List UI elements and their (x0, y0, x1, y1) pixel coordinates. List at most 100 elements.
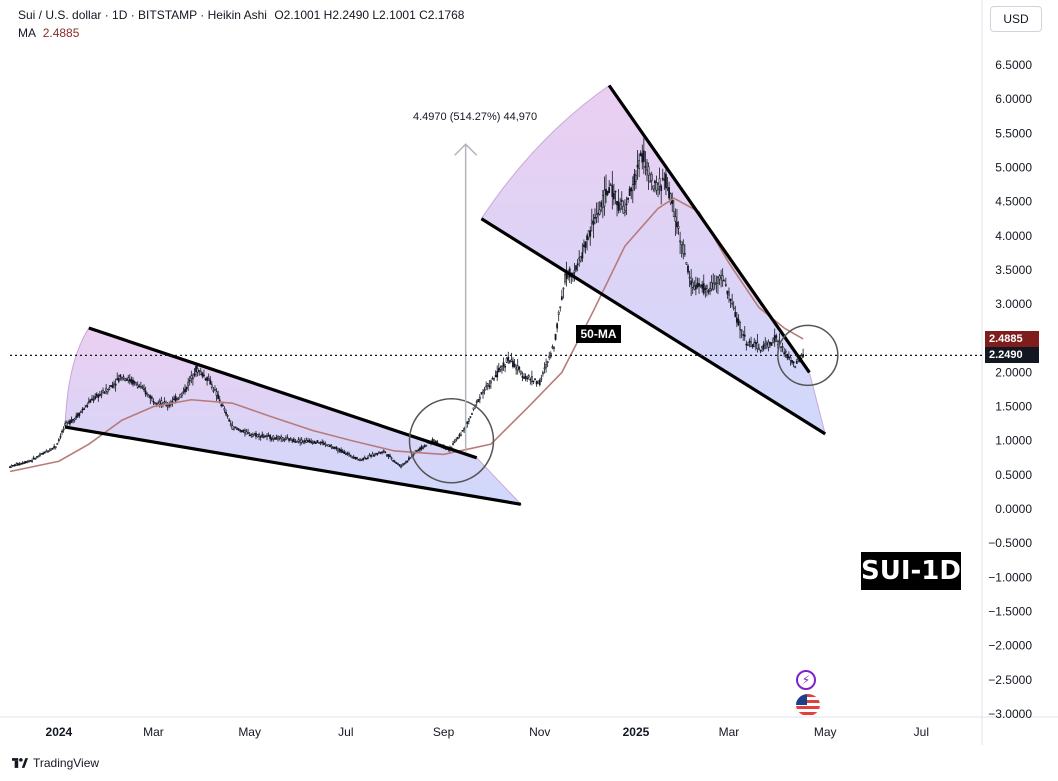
candle-body (720, 275, 723, 279)
candle-body (683, 253, 686, 255)
candle-body (207, 378, 210, 381)
candle-body (143, 388, 145, 391)
ma-legend[interactable]: MA 2.4885 (18, 26, 79, 40)
currency-button[interactable]: USD (990, 6, 1042, 32)
candle-body (769, 342, 771, 345)
candle-body (327, 444, 330, 447)
candle-body (125, 379, 128, 381)
candle-body (660, 185, 663, 191)
symbol-header[interactable]: Sui / U.S. dollar · 1D · BITSTAMP · Heik… (18, 8, 464, 22)
x-tick-label: Mar (719, 725, 740, 739)
candle-body (294, 441, 297, 443)
candle-body (166, 405, 169, 408)
candle-body (715, 281, 718, 284)
candle-body (292, 438, 295, 443)
tradingview-footer[interactable]: TradingView (12, 756, 99, 770)
candle-body (244, 429, 246, 434)
symbol-line: Sui / U.S. dollar · 1D · BITSTAMP · Heik… (18, 8, 267, 22)
y-tick-label: 4.0000 (995, 229, 1032, 243)
candle-body (685, 262, 688, 265)
lightning-icon[interactable]: ⚡ (796, 670, 816, 690)
candle-body (185, 386, 188, 390)
candle-body (409, 457, 412, 459)
candle-body (676, 221, 678, 228)
y-tick-label: −3.0000 (988, 707, 1032, 721)
candle-body (756, 342, 759, 349)
measure-label: 4.4970 (514.27%) 44,970 (413, 111, 538, 123)
candle-body (581, 252, 584, 259)
candle-body (302, 440, 305, 443)
candle-body (322, 442, 325, 445)
candle-body (516, 365, 519, 371)
candle-body (378, 451, 380, 454)
candle-body (486, 383, 489, 386)
candle-body (622, 205, 625, 214)
candle-body (40, 453, 43, 455)
candle-body (231, 425, 234, 430)
candle-body (401, 463, 404, 467)
candle-body (710, 282, 713, 290)
candle-body (53, 446, 56, 448)
candle-body (379, 451, 382, 454)
candle-body (530, 376, 533, 383)
us-flag-icon[interactable] (796, 694, 820, 716)
candle-body (556, 323, 559, 329)
candle-body (127, 377, 130, 381)
candle-body (15, 463, 18, 466)
candle-body (365, 457, 368, 460)
candle-body (505, 357, 508, 363)
candle-body (762, 344, 765, 350)
x-tick-label: Nov (529, 725, 550, 739)
candle-body (321, 441, 324, 444)
candle-body (135, 382, 138, 385)
candle-body (529, 378, 532, 381)
candle-body (616, 200, 618, 206)
wedge-2024-fill (64, 327, 523, 506)
candle-body (494, 375, 497, 378)
candle-body (619, 204, 622, 210)
candle-body (371, 453, 374, 457)
candle-body (508, 360, 511, 363)
y-tick-label: 5.0000 (995, 160, 1032, 174)
candle-body (180, 393, 183, 397)
candle-body (513, 363, 516, 367)
candle-body (299, 440, 302, 443)
candle-body (601, 195, 604, 209)
candle-body (578, 257, 581, 260)
candle-body (674, 216, 677, 222)
candle-body (70, 419, 73, 423)
candle-body (266, 435, 268, 437)
candle-body (573, 270, 576, 273)
candle-body (217, 394, 220, 400)
candle-body (737, 318, 740, 326)
candle-body (51, 447, 54, 450)
candle-body (37, 455, 40, 458)
candle-body (146, 392, 149, 395)
candle-body (595, 214, 598, 218)
candle-body (665, 173, 667, 188)
candle-body (157, 402, 160, 405)
candle-body (270, 438, 273, 441)
candle-body (501, 366, 503, 371)
candle-body (346, 452, 349, 455)
candle-body (672, 211, 675, 217)
candle-body (94, 396, 97, 400)
candle-body (611, 185, 614, 197)
candle-body (717, 276, 719, 284)
candle-body (355, 457, 358, 460)
candle-body (456, 436, 459, 440)
candle-body (586, 235, 588, 240)
candle-body (330, 445, 333, 448)
candle-body (10, 465, 13, 468)
candle-body (184, 388, 186, 393)
candle-body (239, 429, 242, 432)
candle-body (631, 184, 634, 191)
candle-body (31, 460, 33, 462)
candle-body (188, 379, 191, 382)
candle-body (590, 220, 593, 224)
candle-body (341, 450, 344, 453)
candle-body (504, 365, 506, 368)
candle-body (354, 457, 357, 459)
candle-body (718, 275, 721, 280)
